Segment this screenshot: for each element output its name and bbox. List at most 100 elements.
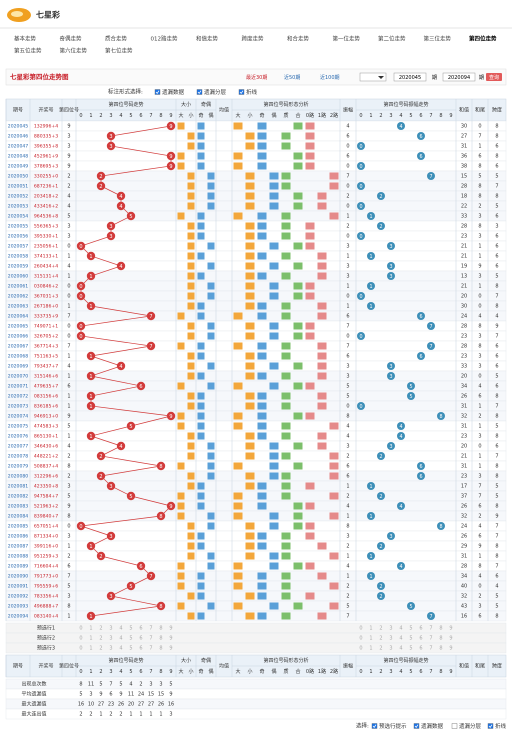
digit-header: 9	[449, 669, 452, 675]
form-block	[187, 262, 195, 270]
preselect-digit: 1	[89, 636, 92, 642]
form-block	[269, 332, 279, 340]
amplitude-ball	[437, 412, 445, 420]
form-block	[187, 322, 195, 330]
amplitude-ball	[397, 432, 405, 440]
digit-ball	[146, 311, 156, 321]
select[interactable]	[359, 72, 387, 82]
row-bg	[5, 360, 507, 372]
form-block	[245, 442, 255, 450]
form-block	[317, 402, 327, 410]
form-block	[245, 402, 255, 410]
row-bg	[5, 600, 507, 612]
form-block	[245, 392, 255, 400]
digit-ball	[106, 231, 116, 241]
form-block	[177, 422, 185, 430]
form-block	[187, 132, 195, 140]
checkbox[interactable]	[371, 723, 378, 729]
preselect-digit: 3	[389, 626, 392, 632]
issue: 2020090	[8, 574, 29, 580]
sum: 23	[461, 474, 467, 480]
form-block	[269, 362, 279, 370]
form-block	[187, 142, 195, 150]
form-block	[187, 252, 195, 260]
issue: 2020060	[8, 274, 29, 280]
amplitude-ball-label: 7	[429, 324, 432, 330]
span: 5	[495, 484, 498, 490]
preselect-digit: 3	[109, 636, 112, 642]
form-header: 合	[295, 112, 300, 119]
query-button[interactable]	[486, 73, 502, 81]
form-header: 0路	[306, 112, 314, 119]
checkbox[interactable]	[413, 723, 420, 729]
form-block	[177, 122, 185, 130]
sum: 28	[461, 564, 467, 570]
form-block	[257, 392, 267, 400]
checkbox[interactable]	[487, 723, 494, 729]
fourth-digit: 9	[67, 164, 70, 170]
checkbox[interactable]	[196, 89, 203, 95]
amplitude-ball-label: 3	[389, 264, 392, 270]
option: 折线	[246, 88, 258, 96]
stats-value: 2	[119, 712, 122, 718]
digit-ball-label: 9	[169, 164, 172, 170]
form-block	[329, 212, 339, 220]
checkbox[interactable]	[154, 89, 161, 95]
sum-tail: 0	[478, 584, 481, 590]
sum-tail: 2	[478, 204, 481, 210]
form-block	[305, 322, 315, 330]
issue: 2020061	[8, 284, 29, 290]
stats-value: 6	[109, 692, 112, 698]
span: 8	[495, 124, 498, 130]
form-block	[177, 382, 185, 390]
stats-value: 2	[79, 712, 82, 718]
form-block	[187, 242, 195, 250]
sum-tail: 3	[478, 604, 481, 610]
sum-tail: 6	[478, 504, 481, 510]
form-block	[281, 312, 291, 320]
amplitude-ball-label: 8	[439, 414, 442, 420]
amplitude-ball-label: 0	[359, 334, 362, 340]
checkbox[interactable]	[451, 723, 458, 729]
sum-tail: 8	[478, 184, 481, 190]
form-block	[281, 172, 291, 180]
issue: 2020055	[8, 224, 29, 230]
amplitude-ball	[367, 302, 375, 310]
sum: 34	[461, 574, 467, 580]
span: 6	[495, 264, 498, 270]
parity-header: 偶	[208, 112, 213, 119]
fourth-digit: 1	[67, 544, 70, 550]
fourth-digit: 4	[67, 194, 70, 200]
amplitude-ball	[387, 532, 395, 540]
form-block	[269, 552, 279, 560]
draw-code: 716604+4	[34, 564, 58, 570]
amplitude-ball-label: 6	[419, 474, 422, 480]
form-header: 大	[235, 112, 240, 119]
draw-code: 795559+6	[34, 584, 58, 590]
issue: 2020086	[8, 534, 29, 540]
draw-code: 508837+4	[34, 464, 58, 470]
issue: 2020048	[8, 154, 29, 160]
form-block	[245, 232, 255, 240]
preselect-digit: 8	[439, 636, 442, 642]
issue: 2020052	[8, 194, 29, 200]
form-block	[177, 572, 185, 580]
toolbar-title: 七星彩第四位走势图	[10, 72, 69, 81]
form-block	[281, 142, 291, 150]
digit-header: 9	[169, 113, 172, 119]
input-to[interactable]	[442, 72, 476, 82]
checkbox[interactable]	[238, 89, 245, 95]
digit-header: 7	[429, 669, 432, 675]
issue: 2020059	[8, 264, 29, 270]
amplitude: 3	[346, 534, 349, 540]
form-block	[269, 442, 279, 450]
preselect-label: 预选行3	[37, 645, 55, 652]
draw-code: 433416+2	[34, 204, 58, 210]
input-from[interactable]	[393, 72, 427, 82]
form-block	[293, 262, 303, 270]
issue: 2020072	[8, 394, 29, 400]
amplitude-ball	[397, 422, 405, 430]
amplitude-ball	[387, 442, 395, 450]
preselect-digit: 2	[379, 626, 382, 632]
row-bg	[5, 550, 507, 562]
